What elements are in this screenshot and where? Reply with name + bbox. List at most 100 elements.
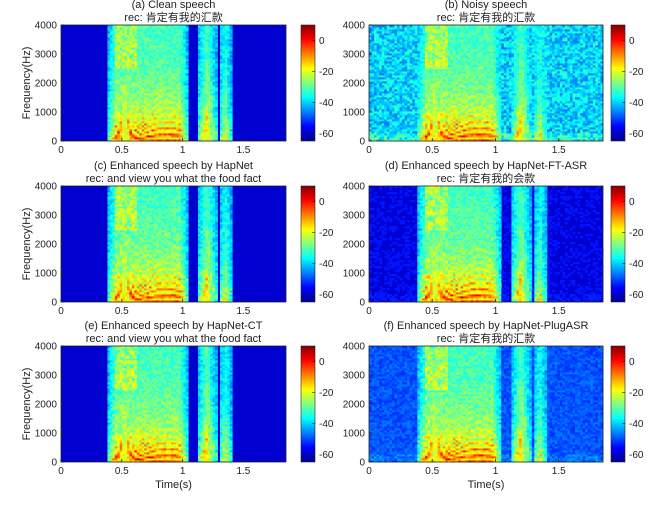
x-tick-label: 0	[366, 466, 372, 477]
colorbar-tick-label: -40	[319, 419, 334, 430]
y-tick-label: 1000	[343, 269, 366, 280]
y-tick-label: 0	[359, 137, 365, 148]
panel-title: (a) Clean speech	[132, 0, 216, 11]
y-tick-label: 3000	[343, 50, 366, 61]
colorbar-tick-label: -60	[629, 129, 644, 140]
x-tick-label: 0.5	[425, 466, 439, 477]
colorbar-tick-label: -60	[629, 290, 644, 301]
colorbar: 0 -20 -40 -60	[610, 185, 644, 303]
y-tick-label: 0	[359, 458, 365, 469]
spectrogram-panel-6: 0 0.5 1 1.5 0 1000 2000 3000 4000 (f) Enhanced sp…	[343, 320, 644, 491]
y-tick-label: 3000	[35, 211, 58, 222]
colorbar-tick-label: -20	[629, 388, 644, 399]
colorbar-tick-label: -60	[629, 450, 644, 461]
x-tick-label: 1.5	[552, 145, 566, 156]
y-tick-label: 4000	[343, 182, 366, 193]
y-tick-label: 0	[359, 298, 365, 309]
y-tick-label: 2000	[35, 240, 58, 251]
colorbar-tick-label: -20	[319, 228, 334, 239]
y-tick-label: 1000	[343, 108, 366, 119]
y-tick-label: 1000	[35, 108, 58, 119]
x-tick-label: 1.5	[552, 306, 566, 317]
colorbar-tick-label: 0	[319, 197, 325, 208]
x-tick-label: 1	[493, 145, 499, 156]
colorbar: 0 -20 -40 -60	[300, 24, 334, 142]
colorbar: 0 -20 -40 -60	[610, 345, 644, 463]
y-tick-label: 2000	[343, 400, 366, 411]
spectrogram-image	[61, 346, 286, 463]
panel-title: (d) Enhanced speech by HapNet-FT-ASR	[385, 160, 587, 172]
y-tick-label: 1000	[35, 269, 58, 280]
colorbar-tick-label: 0	[319, 36, 325, 47]
colorbar-tick-label: -40	[629, 419, 644, 430]
x-tick-label: 1.5	[552, 466, 566, 477]
panel-subtitle: rec: 肯定有我的汇款	[437, 10, 535, 24]
panel-subtitle: rec: and view you what the food fact	[86, 173, 262, 185]
x-tick-label: 0.5	[115, 466, 129, 477]
colorbar-tick-label: -20	[629, 67, 644, 78]
colorbar-tick-label: -20	[319, 388, 334, 399]
spectrogram-image	[369, 186, 604, 303]
colorbar-tick-label: -20	[629, 228, 644, 239]
spectrogram-panel-3: 0 0.5 1 1.5 0 1000 2000 3000 4000 (c) Enhanced sp…	[21, 160, 334, 317]
y-tick-label: 2000	[35, 400, 58, 411]
colorbar-tick-label: 0	[629, 36, 635, 47]
panel-title: (b) Noisy speech	[445, 0, 528, 11]
x-tick-label: 0	[58, 145, 64, 156]
y-tick-label: 4000	[35, 21, 58, 32]
colorbar-tick-label: -40	[629, 259, 644, 270]
spectrogram-panel-1: 0 0.5 1 1.5 0 1000 2000 3000 4000 (a) Clean speec…	[21, 0, 334, 156]
colorbar-tick-label: -40	[319, 98, 334, 109]
x-tick-label: 1	[180, 306, 186, 317]
x-tick-label: 0	[366, 145, 372, 156]
y-tick-label: 2000	[343, 240, 366, 251]
colorbar-tick-label: 0	[629, 357, 635, 368]
spectrogram-image	[369, 346, 604, 463]
y-tick-label: 4000	[35, 342, 58, 353]
spectrogram-panel-2: 0 0.5 1 1.5 0 1000 2000 3000 4000 (b) Noisy speec…	[343, 0, 644, 156]
y-tick-label: 1000	[343, 429, 366, 440]
y-axis-label: Frequency(Hz)	[21, 208, 33, 281]
y-tick-label: 0	[51, 458, 57, 469]
x-tick-label: 1.5	[236, 466, 250, 477]
y-tick-label: 0	[51, 298, 57, 309]
panel-title: (e) Enhanced speech by HapNet-CT	[85, 320, 263, 332]
colorbar-tick-label: -20	[319, 67, 334, 78]
colorbar-tick-label: -60	[319, 129, 334, 140]
x-axis-label: Time(s)	[155, 479, 192, 491]
x-tick-label: 1.5	[236, 306, 250, 317]
x-tick-label: 1	[493, 466, 499, 477]
x-tick-label: 0.5	[425, 145, 439, 156]
y-tick-label: 3000	[343, 211, 366, 222]
x-tick-label: 0.5	[425, 306, 439, 317]
colorbar-tick-label: -60	[319, 450, 334, 461]
y-tick-label: 0	[51, 137, 57, 148]
y-tick-label: 3000	[35, 50, 58, 61]
x-tick-label: 1.5	[236, 145, 250, 156]
y-tick-label: 3000	[35, 371, 58, 382]
x-tick-label: 1	[180, 145, 186, 156]
colorbar-tick-label: -60	[319, 290, 334, 301]
colorbar: 0 -20 -40 -60	[300, 345, 334, 463]
x-tick-label: 0	[58, 466, 64, 477]
spectrogram-panel-5: 0 0.5 1 1.5 0 1000 2000 3000 4000 (e) Enhanced sp…	[21, 320, 334, 491]
y-tick-label: 4000	[343, 342, 366, 353]
y-tick-label: 1000	[35, 429, 58, 440]
colorbar-tick-label: -40	[319, 259, 334, 270]
x-tick-label: 1	[180, 466, 186, 477]
panel-subtitle: rec: 肯定有我的会款	[437, 171, 535, 185]
x-tick-label: 0	[58, 306, 64, 317]
x-tick-label: 1	[493, 306, 499, 317]
colorbar-tick-label: -40	[629, 98, 644, 109]
colorbar: 0 -20 -40 -60	[300, 185, 334, 303]
y-tick-label: 3000	[343, 371, 366, 382]
y-tick-label: 2000	[35, 79, 58, 90]
x-tick-label: 0.5	[115, 145, 129, 156]
spectrogram-image	[369, 25, 604, 142]
colorbar-tick-label: 0	[629, 197, 635, 208]
panel-subtitle: rec: and view you what the food fact	[86, 333, 262, 345]
x-axis-label: Time(s)	[468, 479, 505, 491]
y-tick-label: 4000	[343, 21, 366, 32]
panel-subtitle: rec: 肯定有我的汇款	[437, 331, 535, 345]
